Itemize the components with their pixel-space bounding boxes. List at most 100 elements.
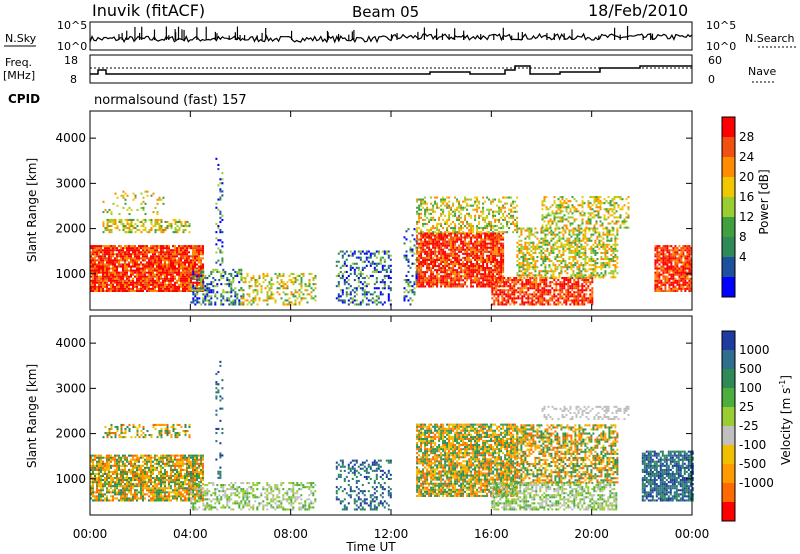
heatmap-cell — [496, 263, 499, 266]
heatmap-cell — [126, 267, 128, 270]
heatmap-cell — [220, 274, 223, 277]
heatmap-cell — [108, 273, 110, 276]
heatmap-cell — [584, 251, 587, 254]
heatmap-cell — [420, 232, 423, 235]
heatmap-cell — [533, 279, 536, 282]
heatmap-cell — [252, 299, 255, 302]
heatmap-cell — [478, 236, 481, 239]
heatmap-cell — [371, 252, 374, 255]
heatmap-cell — [294, 281, 297, 284]
heatmap-cell — [156, 249, 158, 252]
heatmap-cell — [442, 254, 445, 257]
heatmap-cell — [492, 231, 495, 234]
heatmap-cell — [341, 301, 344, 304]
heatmap-cell — [478, 281, 481, 284]
heatmap-cell — [534, 247, 537, 250]
heatmap-cell — [389, 281, 392, 284]
heatmap-cell — [122, 206, 125, 209]
heatmap-cell — [528, 253, 531, 256]
date-title: 18/Feb/2010 — [588, 1, 688, 20]
heatmap-cell — [608, 258, 611, 261]
heatmap-cell — [468, 260, 471, 263]
heatmap-cell — [560, 266, 563, 269]
power-heatmap — [90, 157, 693, 306]
heatmap-cell — [553, 200, 556, 203]
heatmap-cell — [474, 202, 477, 205]
heatmap-cell — [494, 283, 497, 286]
heatmap-cell — [544, 239, 547, 242]
heatmap-cell — [102, 267, 104, 270]
heatmap-cell — [266, 297, 269, 300]
heatmap-cell — [565, 224, 568, 227]
heatmap-cell — [204, 293, 207, 296]
heatmap-cell — [564, 229, 567, 232]
heatmap-cell — [610, 276, 613, 279]
heatmap-cell — [440, 283, 443, 286]
heatmap-cell — [468, 231, 471, 234]
heatmap-cell — [420, 279, 423, 282]
heatmap-cell — [158, 265, 160, 268]
heatmap-cell — [282, 291, 285, 294]
heatmap-cell — [292, 281, 295, 284]
heatmap-cell — [530, 266, 533, 269]
heatmap-cell — [426, 210, 429, 213]
heatmap-cell — [124, 245, 126, 248]
heatmap-cell — [480, 246, 483, 249]
heatmap-cell — [482, 269, 485, 272]
heatmap-cell — [543, 293, 546, 296]
heatmap-cell — [258, 274, 261, 277]
heatmap-cell — [502, 218, 505, 221]
heatmap-cell — [132, 247, 134, 250]
heatmap-cell — [462, 222, 465, 225]
heatmap-cell — [577, 210, 580, 213]
heatmap-cell — [456, 246, 459, 249]
heatmap-cell — [513, 301, 516, 304]
heatmap-cell — [240, 277, 243, 280]
heatmap-cell — [535, 287, 538, 290]
heatmap-cell — [312, 279, 315, 282]
heatmap-cell — [387, 293, 390, 296]
heatmap-cell — [160, 220, 163, 223]
heatmap-cell — [502, 269, 505, 272]
heatmap-cell — [154, 245, 156, 248]
heatmap-cell — [254, 283, 257, 286]
heatmap-cell — [530, 249, 533, 252]
heatmap-cell — [561, 285, 564, 288]
heatmap-cell — [464, 232, 467, 235]
heatmap-cell — [230, 291, 233, 294]
heatmap-cell — [296, 274, 299, 277]
heatmap-cell — [114, 289, 116, 292]
heatmap-cell — [550, 233, 553, 236]
heatmap-cell — [126, 253, 128, 256]
heatmap-cell — [252, 289, 255, 292]
heatmap-cell — [583, 297, 586, 300]
heatmap-cell — [602, 245, 605, 248]
heatmap-cell — [480, 275, 483, 278]
heatmap-cell — [94, 261, 96, 264]
heatmap-cell — [96, 265, 98, 268]
heatmap-cell — [480, 236, 483, 239]
heatmap-cell — [565, 198, 568, 201]
heatmap-cell — [220, 272, 223, 275]
heatmap-cell — [90, 271, 92, 274]
heatmap-cell — [484, 277, 487, 280]
heatmap-cell — [122, 285, 124, 288]
heatmap-cell — [518, 247, 521, 250]
heatmap-cell — [462, 275, 465, 278]
heatmap-cell — [428, 275, 431, 278]
heatmap-cell — [470, 238, 473, 241]
heatmap-cell — [142, 269, 144, 272]
heatmap-cell — [104, 229, 107, 232]
heatmap-cell — [528, 262, 531, 265]
heatmap-cell — [530, 233, 533, 236]
heatmap-cell — [122, 289, 124, 292]
heatmap-cell — [343, 270, 346, 273]
heatmap-cell — [600, 239, 603, 242]
heatmap-cell — [497, 281, 500, 284]
heatmap-cell — [418, 263, 421, 266]
heatmap-cell — [420, 204, 423, 207]
heatmap-cell — [442, 198, 445, 201]
heatmap-cell — [460, 232, 463, 235]
heatmap-cell — [424, 240, 427, 243]
heatmap-cell — [456, 258, 459, 261]
